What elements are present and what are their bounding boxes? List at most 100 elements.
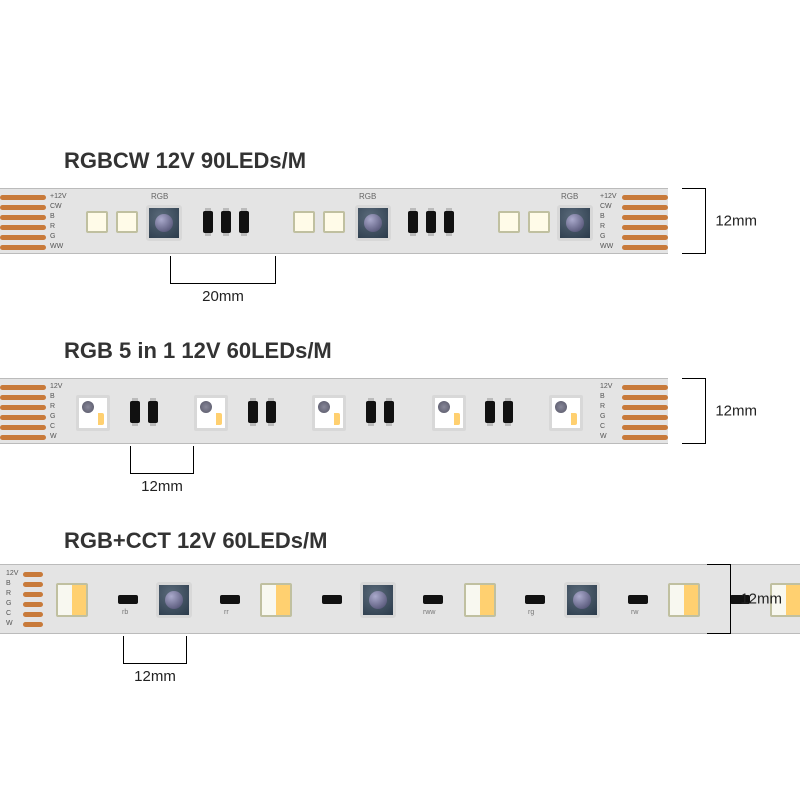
pad-label: B xyxy=(50,213,55,220)
pad-label: C xyxy=(6,610,11,617)
dimension-width-rgb5in1: 12mm xyxy=(682,378,706,444)
resistor xyxy=(525,595,545,604)
resistor xyxy=(220,595,240,604)
resistor xyxy=(503,401,513,423)
silkscreen-label: RGB xyxy=(151,192,168,201)
strip-title-rgbcct: RGB+CCT 12V 60LEDs/M xyxy=(64,528,327,554)
dimension-label: 12mm xyxy=(740,591,782,608)
resistor xyxy=(221,211,231,233)
dimension-label: 12mm xyxy=(715,403,757,420)
pad-label: G xyxy=(50,233,55,240)
copper-pad xyxy=(23,612,43,617)
resistor xyxy=(248,401,258,423)
copper-pad xyxy=(622,245,668,250)
dimension-label: 12mm xyxy=(134,668,176,685)
silkscreen-label: RGB xyxy=(359,192,376,201)
dimension-label: 20mm xyxy=(202,288,244,305)
copper-pad xyxy=(622,425,668,430)
pad-label: B xyxy=(6,580,11,587)
copper-pad xyxy=(0,195,46,200)
resistor xyxy=(203,211,213,233)
led-rgb xyxy=(564,582,600,618)
led-rgb xyxy=(557,205,593,241)
copper-pad xyxy=(0,425,46,430)
copper-pad xyxy=(0,415,46,420)
copper-pad xyxy=(0,435,46,440)
copper-pad xyxy=(23,582,43,587)
resistor xyxy=(408,211,418,233)
led-rgbw xyxy=(194,395,228,431)
pad-label: WW xyxy=(600,243,613,250)
led-rgb xyxy=(146,205,182,241)
copper-pad xyxy=(0,225,46,230)
dimension-width-rgbcct: 12mm xyxy=(707,564,731,634)
resistor xyxy=(628,595,648,604)
pad-label: B xyxy=(50,393,55,400)
resistor xyxy=(366,401,376,423)
copper-pad xyxy=(0,235,46,240)
led-ww xyxy=(86,211,108,233)
strip-title-rgb5in1: RGB 5 in 1 12V 60LEDs/M xyxy=(64,338,332,364)
copper-pad xyxy=(0,205,46,210)
led-ww xyxy=(293,211,315,233)
dimension-width-rgbcw: 12mm xyxy=(682,188,706,254)
led-cct xyxy=(464,583,496,617)
pad-label: CW xyxy=(600,203,612,210)
led-rgb xyxy=(156,582,192,618)
silkscreen-label: rww xyxy=(423,609,435,616)
pad-label: B xyxy=(600,213,605,220)
led-rgb xyxy=(355,205,391,241)
copper-pad xyxy=(622,225,668,230)
pad-label: W xyxy=(600,433,607,440)
resistor xyxy=(444,211,454,233)
copper-pad xyxy=(23,602,43,607)
pad-label: R xyxy=(50,223,55,230)
led-cct xyxy=(260,583,292,617)
pad-label: +12V xyxy=(600,193,617,200)
pad-label: G xyxy=(600,233,605,240)
strip-rgbcw: +12V CW B R G WW +12V CW B R G WW RGB RG… xyxy=(0,188,668,254)
resistor xyxy=(239,211,249,233)
copper-pad xyxy=(622,205,668,210)
pad-label: R xyxy=(6,590,11,597)
copper-pad xyxy=(0,215,46,220)
pad-label: B xyxy=(600,393,605,400)
copper-pad xyxy=(622,405,668,410)
copper-pad xyxy=(622,215,668,220)
strip-rgb5in1: 12V B R G C W 12V B R G C W xyxy=(0,378,668,444)
pad-label: G xyxy=(6,600,11,607)
pad-label: W xyxy=(50,433,57,440)
pad-label: 12V xyxy=(600,383,612,390)
copper-pad xyxy=(23,592,43,597)
led-cct xyxy=(56,583,88,617)
led-cct xyxy=(668,583,700,617)
resistor xyxy=(384,401,394,423)
copper-pad xyxy=(0,245,46,250)
pad-label: +12V xyxy=(50,193,67,200)
pad-label: G xyxy=(600,413,605,420)
resistor xyxy=(485,401,495,423)
resistor xyxy=(423,595,443,604)
pad-label: 12V xyxy=(6,570,18,577)
copper-pad xyxy=(622,435,668,440)
resistor xyxy=(426,211,436,233)
silkscreen-label: RGB xyxy=(561,192,578,201)
resistor xyxy=(148,401,158,423)
led-cw xyxy=(116,211,138,233)
resistor xyxy=(130,401,140,423)
copper-pad xyxy=(0,405,46,410)
dimension-spacing-rgbcw: 20mm xyxy=(170,256,276,284)
copper-pad xyxy=(0,385,46,390)
pad-label: R xyxy=(50,403,55,410)
led-ww xyxy=(498,211,520,233)
pad-label: CW xyxy=(50,203,62,210)
dimension-label: 12mm xyxy=(141,478,183,495)
pad-label: C xyxy=(50,423,55,430)
dimension-spacing-rgb5in1: 12mm xyxy=(130,446,194,474)
pad-label: R xyxy=(600,223,605,230)
silkscreen-label: rb xyxy=(122,609,128,616)
copper-pad xyxy=(622,395,668,400)
copper-pad xyxy=(622,415,668,420)
pad-label: WW xyxy=(50,243,63,250)
dimension-spacing-rgbcct: 12mm xyxy=(123,636,187,664)
